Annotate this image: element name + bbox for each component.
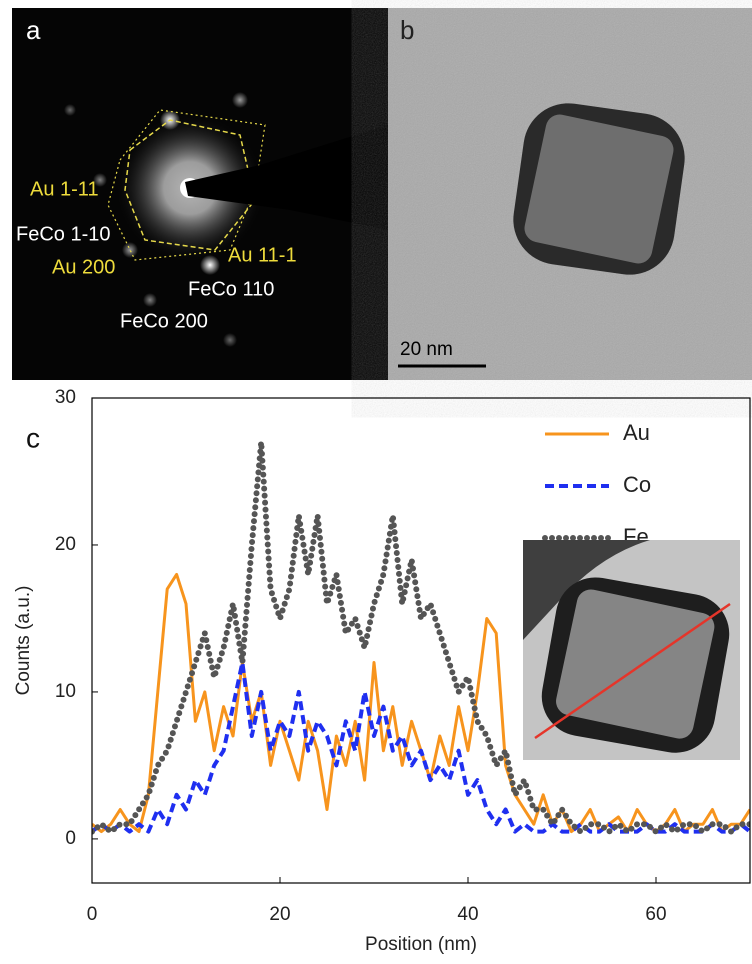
annotation: FeCo 1-10 <box>16 223 111 245</box>
y-tick-label: 30 <box>55 387 76 408</box>
annotation: FeCo 110 <box>188 278 274 300</box>
annotation: FeCo 200 <box>120 310 208 332</box>
panel-label: c <box>26 422 40 453</box>
y-tick-label: 0 <box>65 828 76 849</box>
scale-bar-label: 20 nm <box>400 339 453 360</box>
x-tick-label: 40 <box>457 904 478 925</box>
legend-label: Co <box>623 472 651 497</box>
x-tick-label: 20 <box>269 904 290 925</box>
y-tick-label: 20 <box>55 534 76 555</box>
y-axis-title: Counts (a.u.) <box>13 586 34 696</box>
panel-a: a Au 1-11 FeCo 1-10 Au 200 Au 11-1 FeCo … <box>12 8 388 380</box>
panel-label: b <box>400 15 414 45</box>
legend-label: Au <box>623 420 650 445</box>
figure: a Au 1-11 FeCo 1-10 Au 200 Au 11-1 FeCo … <box>0 0 752 964</box>
panel-label: a <box>26 15 41 45</box>
y-tick-label: 10 <box>55 681 76 702</box>
x-tick-label: 0 <box>87 904 98 925</box>
annotation: Au 11-1 <box>228 244 297 266</box>
panel-b: b 20 nm <box>388 8 752 380</box>
annotation: Au 200 <box>52 256 115 278</box>
x-axis-title: Position (nm) <box>365 934 477 955</box>
annotation: Au 1-11 <box>30 178 99 200</box>
x-tick-label: 60 <box>645 904 666 925</box>
inset-image <box>523 540 740 760</box>
